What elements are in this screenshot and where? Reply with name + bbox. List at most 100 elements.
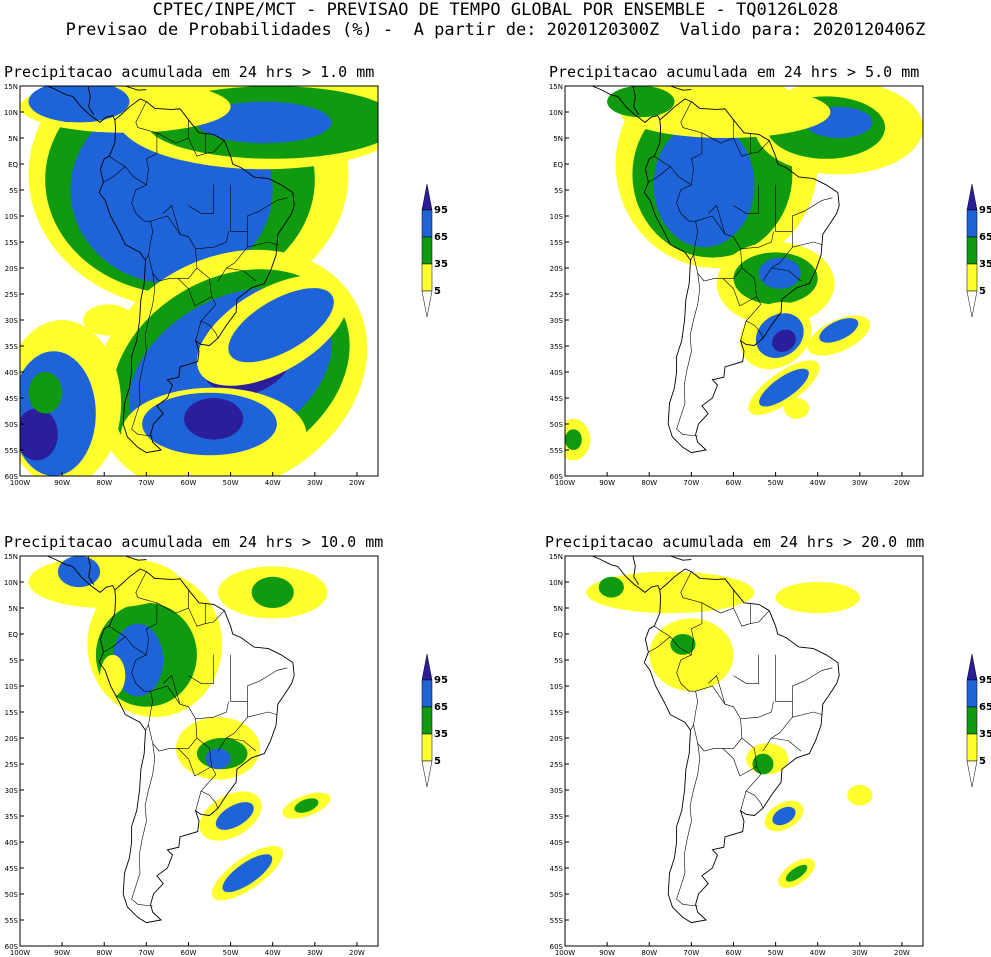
country-border: [804, 667, 833, 682]
lat-label: 5N: [8, 605, 18, 613]
country-border: [792, 241, 822, 248]
lon-label: 60W: [726, 949, 742, 957]
map-lines: [565, 86, 840, 454]
country-border: [745, 766, 764, 809]
map-frame: [19, 85, 379, 477]
country-border: [740, 231, 774, 250]
colorbar-bottom-arrow: [421, 760, 433, 788]
colorbar-label: 95: [434, 675, 448, 686]
lat-label: 30S: [550, 787, 564, 795]
lat-label: 25S: [550, 291, 564, 299]
colorbar-bottom-arrow: [966, 760, 978, 788]
country-border: [676, 273, 701, 437]
probability-area-darkblue: [184, 398, 244, 440]
country-border: [195, 231, 229, 250]
map-panel-5mm: 15N 10N 5N EQ 5S 10S 15S 20S 25S 30S 35S 40S 45S 50S 5…: [549, 83, 991, 487]
country-border: [217, 701, 248, 752]
lat-label: 15S: [550, 239, 564, 247]
probability-area-yellow: [100, 654, 126, 697]
lon-label: 100W: [10, 479, 30, 487]
lat-label: 25S: [550, 761, 564, 769]
lon-label: 50W: [223, 949, 239, 957]
lat-label: 20S: [5, 735, 19, 743]
lon-label: 60W: [181, 479, 197, 487]
lon-label: 100W: [555, 479, 575, 487]
lat-label: 5N: [553, 605, 563, 613]
country-border: [722, 267, 757, 307]
probability-area-green: [28, 372, 63, 414]
country-border: [733, 137, 770, 157]
lat-label: 40S: [550, 369, 564, 377]
lat-label: 45S: [550, 865, 564, 873]
country-border: [188, 654, 214, 684]
probability-area-blue: [228, 288, 334, 363]
lon-label: 40W: [810, 949, 826, 957]
probability-area-blue: [205, 748, 231, 770]
lat-label: 15N: [4, 553, 18, 561]
country-border: [226, 737, 257, 752]
lat-label: 45S: [5, 395, 19, 403]
coastline: [98, 98, 295, 454]
lon-label: 50W: [223, 479, 239, 487]
probability-area-green: [294, 798, 319, 813]
lat-label: 55S: [550, 447, 564, 455]
lat-label: 50S: [550, 891, 564, 899]
country-border: [722, 737, 757, 777]
probability-area-darkblue: [20, 408, 58, 461]
colorbar-label: 65: [434, 232, 448, 243]
country-border: [733, 184, 759, 214]
country-border: [177, 267, 212, 307]
lat-label: 35S: [5, 343, 19, 351]
lat-label: 55S: [550, 917, 564, 925]
lat-label: 20S: [550, 265, 564, 273]
lat-label: 5S: [9, 187, 18, 195]
lon-label: 90W: [54, 949, 70, 957]
caribbean-coast: [670, 556, 692, 561]
probability-field: [20, 86, 378, 476]
lat-label: 10N: [549, 109, 563, 117]
lon-label: 80W: [641, 479, 657, 487]
map-lines: [20, 556, 295, 924]
country-border: [676, 184, 699, 261]
lat-label: 30S: [5, 317, 19, 325]
lon-label: 30W: [307, 479, 323, 487]
country-border: [648, 166, 671, 183]
colorbar: 95 65 35 5: [421, 183, 448, 318]
lat-label: EQ: [553, 631, 563, 639]
lon-label: 40W: [810, 479, 826, 487]
probability-area-blue: [819, 318, 859, 343]
country-border: [131, 184, 154, 261]
lat-label: 10S: [5, 683, 19, 691]
lon-label: 70W: [138, 949, 154, 957]
lon-label: 70W: [683, 479, 699, 487]
lat-label: 10N: [549, 579, 563, 587]
colorbar-segment: [421, 733, 433, 762]
lon-label: 90W: [599, 949, 615, 957]
country-border: [259, 667, 288, 682]
colorbar-segment: [966, 263, 978, 292]
lat-label: 60S: [550, 943, 564, 951]
lat-label: 15N: [549, 553, 563, 561]
colorbar-label: 35: [434, 729, 448, 740]
country-border: [792, 711, 822, 718]
lat-label: 15S: [5, 239, 19, 247]
lat-label: 15S: [5, 709, 19, 717]
map-layer: 15N 10N 5N EQ 5S 10S 15S 20S 25S 30S 35S 40S 45S 50S 5…: [4, 83, 379, 487]
lon-label: 100W: [10, 949, 30, 957]
probability-area-yellow: [586, 571, 755, 614]
probability-area-green: [598, 576, 624, 598]
colorbar-segment: [966, 733, 978, 762]
panel-4-title: Precipitacao acumulada em 24 hrs > 20.0 …: [545, 533, 925, 551]
country-border: [762, 701, 793, 752]
colorbar-label: 95: [979, 205, 991, 216]
lon-label: 20W: [894, 949, 910, 957]
lat-label: 30S: [550, 317, 564, 325]
probability-area-blue: [196, 101, 332, 144]
lat-label: 20S: [550, 735, 564, 743]
lat-label: 5S: [554, 657, 563, 665]
country-border: [230, 654, 261, 702]
lat-label: 10S: [5, 213, 19, 221]
colorbar-label: 95: [979, 675, 991, 686]
country-border: [740, 320, 747, 341]
lon-label: 40W: [265, 479, 281, 487]
